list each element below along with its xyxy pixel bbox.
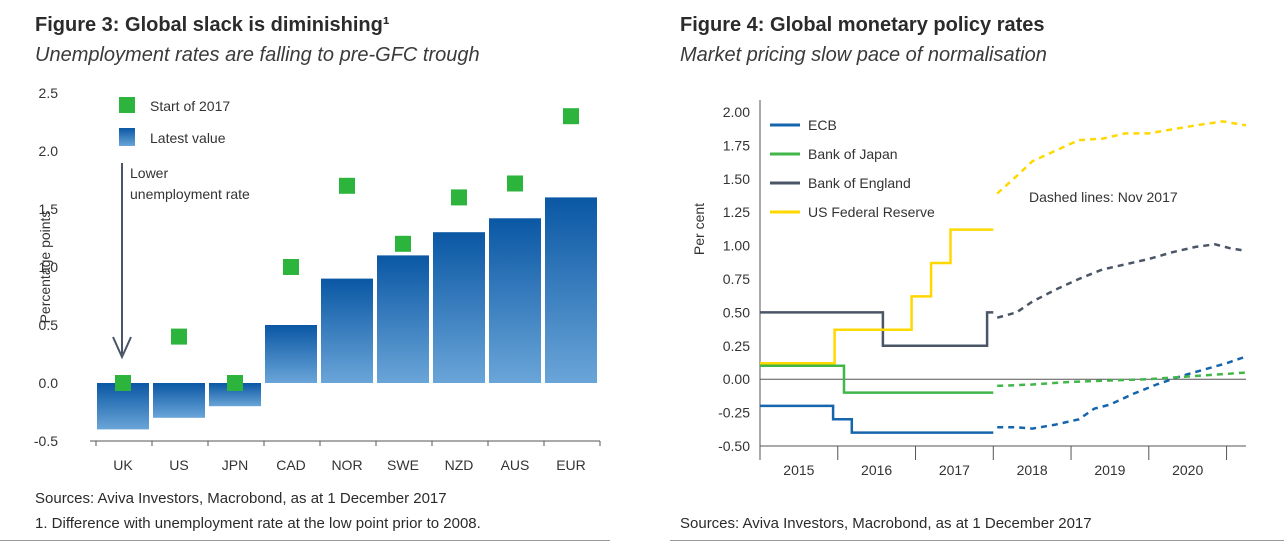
bar bbox=[377, 255, 429, 383]
x-tick-label: SWE bbox=[387, 457, 419, 473]
y-tick-label: 1.00 bbox=[723, 238, 750, 254]
y-tick-label: -0.25 bbox=[718, 405, 750, 421]
start-of-2017-marker bbox=[227, 375, 243, 391]
legend-marker-start-of-2017 bbox=[119, 97, 135, 113]
start-of-2017-marker bbox=[339, 177, 355, 194]
y-tick-label: -0.50 bbox=[718, 438, 750, 454]
bar bbox=[321, 278, 373, 383]
annotation-text-line-2: unemployment rate bbox=[130, 186, 250, 202]
x-tick-label: UK bbox=[113, 457, 133, 473]
start-of-2017-marker bbox=[395, 235, 411, 252]
figure-4-subtitle: Market pricing slow pace of normalisatio… bbox=[680, 44, 1047, 66]
legend-label-us-federal-reserve: US Federal Reserve bbox=[808, 204, 935, 220]
start-of-2017-marker bbox=[283, 259, 299, 275]
x-tick-label: AUS bbox=[501, 457, 530, 473]
annotation-text-line-1: Lower bbox=[130, 165, 168, 181]
series-forecast-line-us-federal-reserve bbox=[996, 120, 1247, 195]
y-tick-label: 0.50 bbox=[723, 304, 750, 320]
y-tick-label: 0.0 bbox=[39, 375, 59, 391]
bar bbox=[209, 383, 261, 407]
y-tick-label: 0.5 bbox=[39, 317, 59, 333]
y-tick-label: 1.25 bbox=[723, 204, 750, 220]
start-of-2017-marker bbox=[171, 328, 187, 345]
figure-3-title: Figure 3: Global slack is diminishing¹ bbox=[35, 14, 390, 36]
figure-4-panel: Figure 4: Global monetary policy rates M… bbox=[642, 0, 1284, 547]
legend-label-bank-of-england: Bank of England bbox=[808, 175, 911, 191]
y-tick-label: 0.75 bbox=[723, 271, 750, 287]
legend-label-bank-of-japan: Bank of Japan bbox=[808, 146, 898, 162]
x-tick-label: JPN bbox=[222, 457, 248, 473]
series-line-bank-of-japan bbox=[760, 364, 994, 394]
x-tick-label: EUR bbox=[556, 457, 586, 473]
dashed-lines-annotation: Dashed lines: Nov 2017 bbox=[1029, 189, 1178, 205]
bar bbox=[153, 383, 205, 418]
figure-3-footnote: 1. Difference with unemployment rate at … bbox=[35, 515, 481, 532]
legend-marker-latest-value bbox=[119, 128, 135, 146]
y-tick-label: 0.00 bbox=[723, 371, 750, 387]
y-tick-label: 2.0 bbox=[39, 143, 59, 159]
x-tick-label: 2018 bbox=[1017, 462, 1048, 478]
x-tick-label: 2017 bbox=[939, 462, 970, 478]
start-of-2017-marker bbox=[507, 175, 523, 192]
y-tick-label: 1.5 bbox=[39, 201, 59, 217]
figure-3-subtitle: Unemployment rates are falling to pre-GF… bbox=[35, 44, 480, 66]
series-forecast-line-bank-of-japan bbox=[997, 371, 1247, 388]
x-tick-label: 2015 bbox=[783, 462, 814, 478]
y-axis-label: Per cent bbox=[691, 203, 707, 255]
start-of-2017-marker bbox=[563, 108, 579, 125]
x-tick-label: US bbox=[169, 457, 188, 473]
y-tick-label: 0.25 bbox=[723, 338, 750, 354]
figure-4-chart: 2.00 1.75 1.50 1.25 1.00 0.75 0.50 0.25 0.00 -0.2… bbox=[691, 100, 1247, 478]
y-axis-label: Percentage points bbox=[37, 211, 53, 324]
y-tick-label: -0.5 bbox=[34, 433, 58, 449]
annotation-arrow-head bbox=[112, 336, 132, 360]
figure-3-bottom-rule bbox=[0, 540, 610, 541]
x-tick-label: 2020 bbox=[1172, 462, 1203, 478]
figure-4-bottom-rule bbox=[670, 540, 1284, 541]
start-of-2017-marker bbox=[451, 189, 467, 206]
y-tick-label: 1.50 bbox=[723, 171, 750, 187]
figure-3-source: Sources: Aviva Investors, Macrobond, as … bbox=[35, 490, 447, 507]
y-tick-label: 1.0 bbox=[39, 259, 59, 275]
x-tick-label: 2016 bbox=[861, 462, 892, 478]
x-tick-label: NOR bbox=[331, 457, 362, 473]
figure-3-panel: Figure 3: Global slack is diminishing¹ U… bbox=[0, 14, 610, 541]
y-tick-label: 2.00 bbox=[723, 104, 750, 120]
series-forecast-line-bank-of-england bbox=[996, 243, 1247, 319]
start-of-2017-marker bbox=[115, 375, 131, 391]
legend-label-ecb: ECB bbox=[808, 117, 837, 133]
series-line-us-federal-reserve bbox=[760, 228, 994, 365]
x-tick-label: NZD bbox=[445, 457, 474, 473]
bar bbox=[489, 218, 541, 383]
y-tick-label: 2.5 bbox=[39, 85, 59, 101]
y-tick-label: 1.75 bbox=[723, 137, 750, 153]
figure-4-title: Figure 4: Global monetary policy rates bbox=[680, 14, 1045, 36]
figure-4-source: Sources: Aviva Investors, Macrobond, as … bbox=[680, 515, 1092, 532]
series-forecast-line-ecb bbox=[997, 355, 1247, 430]
x-tick-label: 2019 bbox=[1094, 462, 1125, 478]
figure-3-chart: 2.5 2.0 1.5 1.0 0.5 0.0 -0.5 Percentage points U… bbox=[34, 85, 601, 473]
bar bbox=[265, 325, 317, 383]
series-line-bank-of-england bbox=[760, 311, 994, 348]
legend-label-latest-value: Latest value bbox=[150, 130, 226, 146]
bar bbox=[433, 232, 485, 383]
bar bbox=[545, 197, 597, 383]
legend-label-start-of-2017: Start of 2017 bbox=[150, 98, 230, 114]
x-tick-label: CAD bbox=[276, 457, 306, 473]
series-line-ecb bbox=[760, 404, 994, 434]
